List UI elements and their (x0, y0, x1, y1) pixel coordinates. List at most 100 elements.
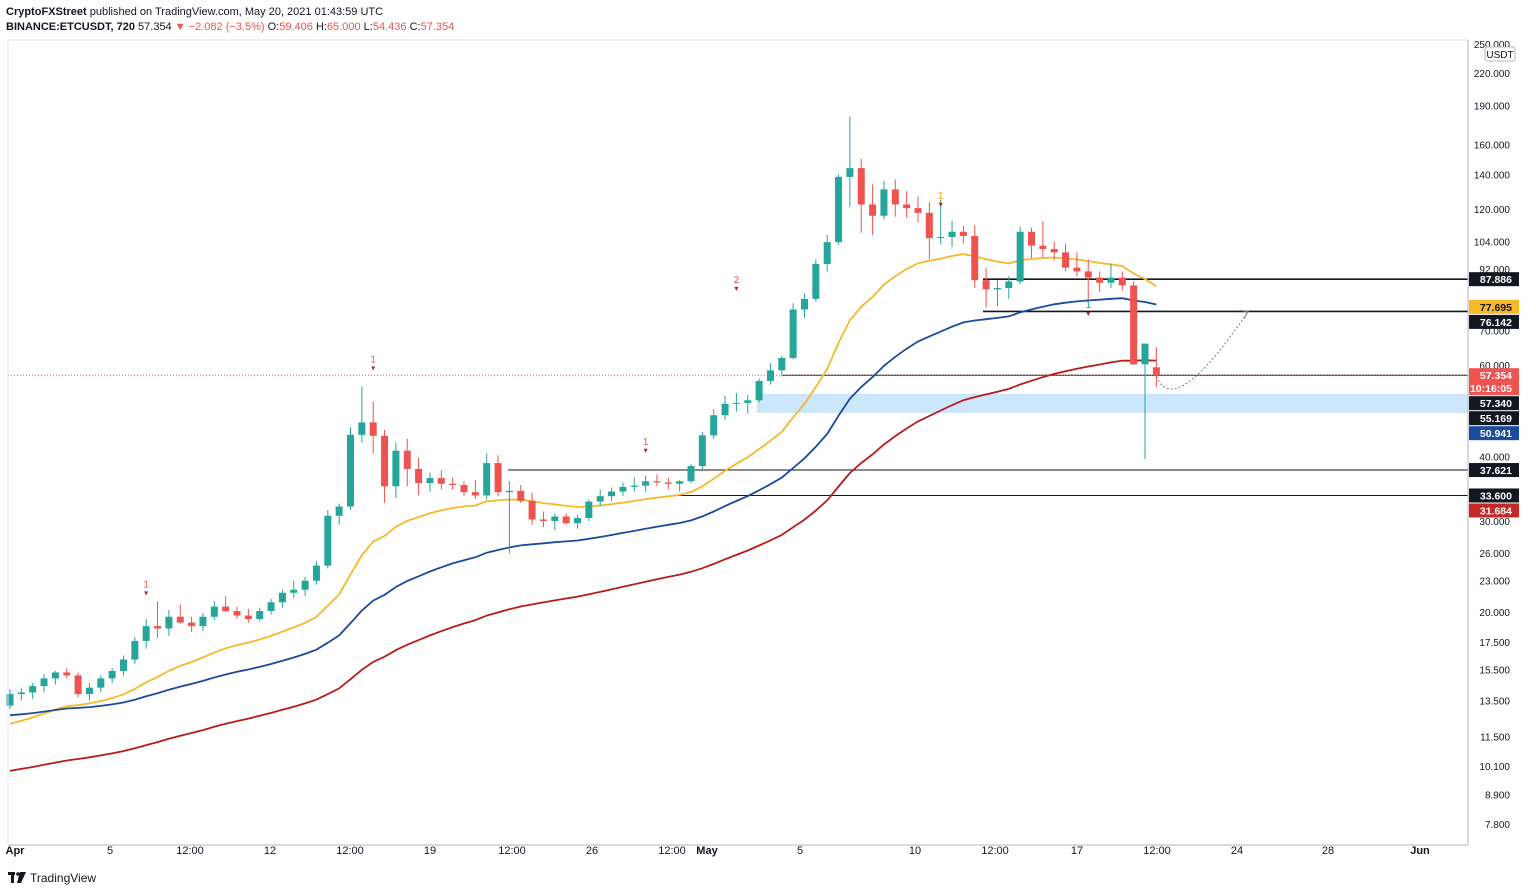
y-tick-label: 30.000 (1479, 517, 1510, 528)
td-arrow-icon (371, 366, 376, 371)
projection-curve (1155, 311, 1249, 390)
close-value: 57.354 (420, 21, 455, 33)
candle-body (585, 501, 593, 518)
price-tag-text: 31.684 (1480, 505, 1512, 517)
candle-body (846, 168, 854, 177)
brand-name: TradingView (30, 871, 97, 885)
candle-body (1005, 281, 1013, 289)
y-tick-label: 120.000 (1474, 205, 1511, 216)
x-tick-label: 28 (1322, 845, 1334, 857)
x-tick-label: 12:00 (981, 845, 1009, 857)
candle-body (494, 463, 502, 493)
candle-body (256, 611, 264, 620)
candle-body (653, 481, 661, 483)
candle-body (857, 168, 865, 205)
td-count-label: 1 (370, 355, 376, 366)
tradingview-logo-icon (8, 872, 26, 883)
candle-body (97, 678, 105, 688)
candle-body (959, 231, 967, 236)
x-tick-label: 12:00 (658, 845, 686, 857)
candle-body (369, 422, 377, 436)
projection-arrow-icon (1239, 309, 1249, 319)
candle-body (687, 466, 695, 482)
candle-body (358, 422, 366, 435)
candle-body (801, 298, 808, 310)
candle-body (199, 616, 207, 627)
ema-fast-line (9, 253, 1157, 725)
ema-mid-line (9, 297, 1157, 717)
candle-body (505, 490, 513, 493)
y-tick-label: 250.000 (1474, 40, 1511, 51)
price-tag-box (1469, 299, 1519, 314)
candle-body (40, 678, 48, 687)
candle-body (539, 519, 547, 521)
y-tick-label: 10.100 (1479, 762, 1510, 773)
candle-body (710, 415, 718, 436)
publisher-name[interactable]: CryptoFXStreet (6, 6, 87, 18)
candle-body (642, 481, 650, 486)
y-tick-label: 60.000 (1479, 361, 1510, 372)
candle-body (85, 687, 93, 695)
price-tag-box (1469, 314, 1519, 329)
high-value: 65.000 (326, 21, 361, 33)
chart-header: CryptoFXStreet published on TradingView.… (6, 5, 454, 35)
support-zones (757, 393, 1468, 413)
price-tag-text: 77.695 (1480, 302, 1512, 314)
candle-body (982, 280, 990, 290)
td-count-label: 1 (643, 437, 649, 448)
candle-body (1152, 367, 1160, 376)
candle-body (789, 309, 797, 359)
candle-body (1118, 277, 1126, 286)
x-tick-label: 5 (107, 845, 113, 857)
candle-body (993, 288, 1001, 290)
candle-body (460, 485, 468, 493)
y-tick-label: 70.000 (1479, 326, 1510, 337)
candle-body (210, 606, 218, 617)
candle-body (165, 616, 173, 629)
open-value: 59.406 (279, 21, 313, 33)
x-tick-label: 12:00 (176, 845, 204, 857)
candle-body (732, 402, 740, 404)
candle-body (721, 403, 729, 416)
price-tag-text: 50.941 (1480, 428, 1512, 440)
candlesticks (6, 116, 1160, 710)
price-tag-box (1469, 503, 1519, 518)
y-tick-label: 160.000 (1474, 140, 1511, 151)
symbol-label[interactable]: BINANCE:ETCUSDT, 720 (6, 21, 135, 33)
ema-slow-line (9, 359, 1157, 772)
axes (7, 39, 1469, 846)
y-tick-label: 140.000 (1474, 170, 1511, 181)
candle-body (222, 606, 230, 612)
td-arrow-icon (938, 202, 943, 207)
candle-body (426, 478, 434, 484)
y-tick-label: 40.000 (1479, 452, 1510, 463)
candle-body (869, 204, 877, 216)
candle-body (471, 492, 479, 496)
candle-body (562, 516, 570, 524)
candle-body (267, 602, 275, 612)
candle-body (823, 242, 831, 265)
candle-body (528, 500, 536, 520)
footer-brand[interactable]: TradingView (8, 871, 96, 885)
candle-body (29, 686, 37, 693)
x-tick-label: 12:00 (1143, 845, 1171, 857)
candle-body (766, 370, 774, 381)
price-tag-box (1469, 381, 1519, 396)
candle-body (1016, 231, 1024, 282)
price-tag-text: 57.340 (1480, 398, 1512, 410)
candle-body (301, 580, 309, 590)
candle-body (812, 264, 820, 299)
candle-body (891, 189, 899, 205)
td-count-label: 1 (1085, 300, 1091, 311)
close-label: C: (409, 21, 421, 33)
price-tag-box (1469, 411, 1519, 426)
currency-label: USDT (1486, 50, 1513, 61)
y-tick-label: 20.000 (1479, 608, 1510, 619)
price-tag-box (1469, 272, 1519, 287)
price-tag-text: 37.621 (1480, 465, 1512, 477)
price-tag-box (1469, 426, 1519, 441)
candle-body (131, 640, 139, 660)
candle-body (74, 675, 82, 695)
